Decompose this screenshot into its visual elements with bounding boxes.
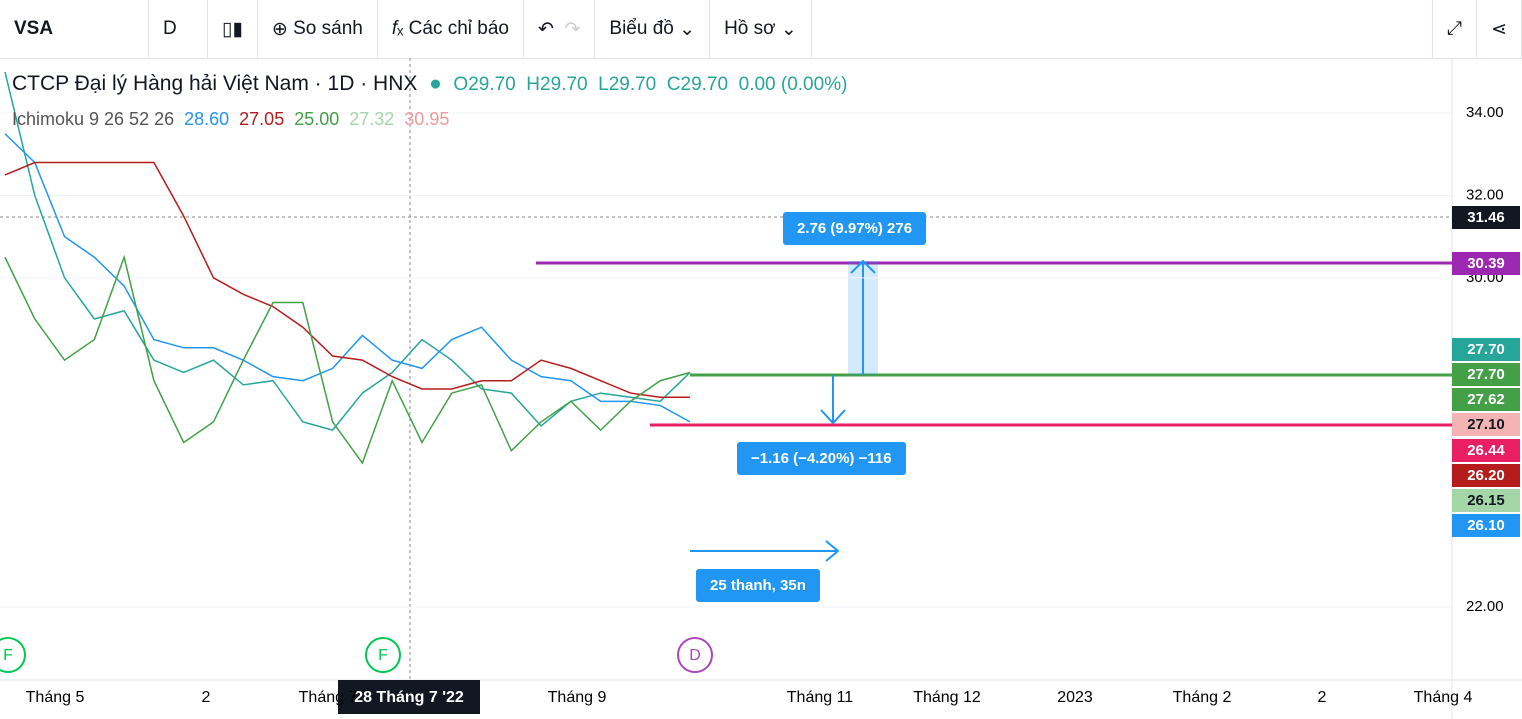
measure-up: 2.76 (9.97%) 276 bbox=[783, 212, 927, 245]
price-badge: 26.10 bbox=[1452, 514, 1520, 537]
measure-arrows bbox=[690, 259, 876, 562]
legend-title: CTCP Đại lý Hàng hải Việt Nam bbox=[12, 72, 309, 95]
undo[interactable]: ↶ ↷ bbox=[524, 0, 596, 58]
price-badge: 26.20 bbox=[1452, 464, 1520, 487]
price-badge: 27.62 bbox=[1452, 388, 1520, 411]
symbol[interactable]: VSA bbox=[0, 0, 149, 58]
crosshair-date-bg bbox=[338, 680, 480, 714]
legend-exchange: HNX bbox=[373, 72, 418, 95]
event-icon-letter: F bbox=[3, 647, 13, 664]
indicator-name: Ichimoku 9 26 52 26 bbox=[12, 109, 175, 129]
time-label: Tháng 4 bbox=[1414, 689, 1473, 706]
time-label: Tháng 2 bbox=[1173, 689, 1232, 706]
legend-title-row: CTCP Đại lý Hàng hải Việt Nam · 1D · HNX… bbox=[12, 72, 848, 95]
indicator-legend: Ichimoku 9 26 52 26 28.60 27.05 25.00 27.32 3… bbox=[12, 109, 449, 130]
fullscreen[interactable]: ⤢ bbox=[1431, 0, 1478, 58]
time-label: 2023 bbox=[1057, 689, 1093, 706]
indicator-value: 27.32 bbox=[349, 109, 395, 129]
chart-type[interactable]: Biểu đồ ⌄ bbox=[595, 0, 711, 58]
indicator-value: 30.95 bbox=[404, 109, 450, 129]
indicator-value: 25.00 bbox=[294, 109, 340, 129]
event-icon-letter: D bbox=[689, 647, 701, 664]
series-line bbox=[4, 71, 691, 431]
event-icon-letter: F bbox=[378, 647, 388, 664]
time-label: Tháng 12 bbox=[913, 689, 981, 706]
price-badge: 27.70 bbox=[1452, 338, 1520, 361]
y-tick-label: 22.00 bbox=[1466, 598, 1504, 615]
event-icon[interactable] bbox=[365, 637, 401, 673]
profile-label: Hồ sơ bbox=[724, 18, 776, 39]
crosshair-date: 28 Tháng 7 '22 bbox=[354, 689, 464, 706]
series-line bbox=[4, 133, 691, 423]
event-icon[interactable] bbox=[677, 637, 713, 673]
legend-ohlc: O29.70 H29.70 L29.70 C29.70 0.00 (0.00%) bbox=[453, 74, 848, 95]
price-badge: 27.70 bbox=[1452, 363, 1520, 386]
price-badge: 31.46 bbox=[1452, 206, 1520, 229]
time-label: Tháng 7 bbox=[299, 689, 358, 706]
profile[interactable]: Hồ sơ ⌄ bbox=[710, 0, 812, 58]
price-badge: 27.10 bbox=[1452, 413, 1520, 436]
share[interactable]: ⋖ bbox=[1477, 0, 1522, 58]
candle-icon[interactable]: ▯▮ bbox=[208, 0, 258, 58]
measure-range: 25 thanh, 35n bbox=[696, 569, 820, 602]
chart: F F D 28 Tháng 7 '22 Tháng 5 2 Tháng 7 Thán… bbox=[0, 58, 1522, 719]
price-badge: 26.44 bbox=[1452, 439, 1520, 462]
time-label: 2 bbox=[1318, 689, 1327, 706]
interval[interactable]: D bbox=[149, 0, 208, 58]
indicator-value: 28.60 bbox=[184, 109, 230, 129]
time-label: 2 bbox=[202, 689, 211, 706]
indicators-label: Các chỉ báo bbox=[408, 18, 509, 39]
y-tick-label: 34.00 bbox=[1466, 104, 1504, 121]
compare[interactable]: ⊕ So sánh bbox=[258, 0, 378, 58]
time-label: Tháng 9 bbox=[548, 689, 607, 706]
series-line bbox=[4, 161, 690, 398]
compare-label: So sánh bbox=[293, 18, 363, 39]
indicator-value: 27.05 bbox=[239, 109, 285, 129]
y-tick-label: 32.00 bbox=[1466, 186, 1504, 203]
event-icon[interactable] bbox=[0, 637, 26, 673]
series-line bbox=[4, 254, 691, 465]
time-label: Tháng 5 bbox=[26, 689, 85, 706]
legend-interval: 1D bbox=[327, 72, 355, 95]
measure-down: −1.16 (−4.20%) −116 bbox=[737, 442, 906, 475]
chart-type-label: Biểu đồ bbox=[609, 18, 674, 39]
price-badge: 26.15 bbox=[1452, 489, 1520, 512]
price-badge: 30.39 bbox=[1452, 252, 1520, 275]
time-label: Tháng 11 bbox=[787, 689, 854, 706]
